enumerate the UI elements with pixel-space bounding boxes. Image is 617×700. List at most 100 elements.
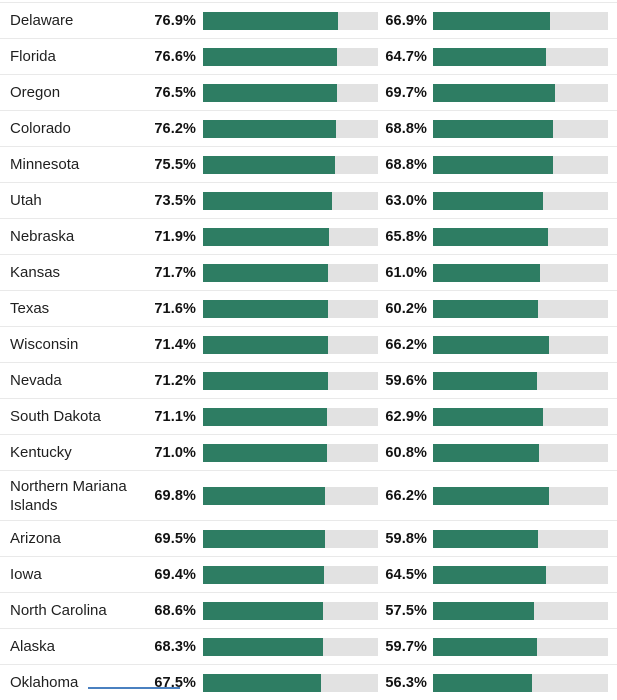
bar-left-fill bbox=[203, 673, 322, 692]
value-right: 68.8% bbox=[385, 120, 427, 137]
bar-left-track bbox=[203, 335, 378, 354]
bar-left-track bbox=[203, 601, 378, 620]
state-label: Texas bbox=[10, 300, 50, 317]
bar-left-fill bbox=[203, 407, 328, 426]
state-label: Northern Mariana Islands bbox=[10, 477, 127, 514]
bottom-partial-element bbox=[88, 687, 180, 689]
bar-left-fill bbox=[203, 47, 338, 66]
state-label: Nebraska bbox=[10, 228, 75, 245]
table-row: Kentucky 71.0% 60.8% bbox=[0, 434, 617, 470]
bar-left-fill bbox=[203, 155, 336, 174]
state-label: Utah bbox=[10, 192, 42, 209]
value-left: 76.6% bbox=[154, 48, 196, 65]
table-row: Nevada 71.2% 59.6% bbox=[0, 362, 617, 398]
bar-right-fill bbox=[433, 299, 539, 318]
value-left: 69.5% bbox=[154, 530, 196, 547]
state-label: Oklahoma bbox=[10, 674, 79, 691]
bar-right-track bbox=[433, 637, 608, 656]
value-right: 66.2% bbox=[385, 336, 427, 353]
bar-right-fill bbox=[433, 673, 532, 692]
value-left: 71.2% bbox=[154, 372, 196, 389]
value-left: 71.7% bbox=[154, 264, 196, 281]
bar-left-track bbox=[203, 155, 378, 174]
bar-left-fill bbox=[203, 11, 338, 30]
bar-right-track bbox=[433, 119, 608, 138]
bar-right-fill bbox=[433, 155, 554, 174]
bar-right-fill bbox=[433, 407, 544, 426]
table-row: Utah 73.5% 63.0% bbox=[0, 182, 617, 218]
bar-right-fill bbox=[433, 601, 534, 620]
state-label: Nevada bbox=[10, 372, 62, 389]
value-right: 61.0% bbox=[385, 264, 427, 281]
bar-left-track bbox=[203, 227, 378, 246]
value-left: 69.8% bbox=[154, 487, 196, 504]
value-right: 59.6% bbox=[385, 372, 427, 389]
table-row: Oregon 76.5% 69.7% bbox=[0, 74, 617, 110]
state-label: Oregon bbox=[10, 84, 61, 101]
value-right: 65.8% bbox=[385, 228, 427, 245]
table-row: Florida 76.6% 64.7% bbox=[0, 38, 617, 74]
bar-left-track bbox=[203, 486, 378, 505]
bar-right-track bbox=[433, 407, 608, 426]
state-label: Arizona bbox=[10, 530, 61, 547]
value-right: 68.8% bbox=[385, 156, 427, 173]
table-row: Nebraska 71.9% 65.8% bbox=[0, 218, 617, 254]
value-right: 64.7% bbox=[385, 48, 427, 65]
bar-right-track bbox=[433, 263, 608, 282]
bar-left-fill bbox=[203, 371, 328, 390]
bar-right-fill bbox=[433, 47, 547, 66]
bar-right-track bbox=[433, 299, 608, 318]
table-row: Northern Mariana Islands 69.8% 66.2% bbox=[0, 470, 617, 520]
bar-left-track bbox=[203, 565, 378, 584]
table-row: Colorado 76.2% 68.8% bbox=[0, 110, 617, 146]
state-label: Kansas bbox=[10, 264, 61, 281]
state-label: Colorado bbox=[10, 120, 71, 137]
bar-left-track bbox=[203, 637, 378, 656]
value-right: 59.7% bbox=[385, 638, 427, 655]
value-right: 60.8% bbox=[385, 444, 427, 461]
table-row: Arizona 69.5% 59.8% bbox=[0, 520, 617, 556]
bar-left-fill bbox=[203, 565, 325, 584]
value-left: 69.4% bbox=[154, 566, 196, 583]
bar-right-track bbox=[433, 529, 608, 548]
value-left: 71.9% bbox=[154, 228, 196, 245]
value-left: 76.9% bbox=[154, 12, 196, 29]
value-left: 67.5% bbox=[154, 674, 196, 691]
bar-right-track bbox=[433, 601, 608, 620]
value-left: 73.5% bbox=[154, 192, 196, 209]
value-right: 64.5% bbox=[385, 566, 427, 583]
state-label: Florida bbox=[10, 48, 56, 65]
bar-right-fill bbox=[433, 263, 540, 282]
bar-right-fill bbox=[433, 191, 544, 210]
value-right: 63.0% bbox=[385, 192, 427, 209]
bar-left-track bbox=[203, 119, 378, 138]
bar-right-track bbox=[433, 83, 608, 102]
value-left: 71.6% bbox=[154, 300, 196, 317]
bar-left-track bbox=[203, 47, 378, 66]
table-row: Kansas 71.7% 61.0% bbox=[0, 254, 617, 290]
bar-left-track bbox=[203, 371, 378, 390]
bar-right-fill bbox=[433, 371, 538, 390]
state-label: Iowa bbox=[10, 566, 42, 583]
state-label: Wisconsin bbox=[10, 336, 79, 353]
bar-left-track bbox=[203, 11, 378, 30]
bar-right-fill bbox=[433, 11, 551, 30]
value-right: 57.5% bbox=[385, 602, 427, 619]
bar-right-fill bbox=[433, 529, 538, 548]
bar-right-track bbox=[433, 335, 608, 354]
bar-left-fill bbox=[203, 119, 337, 138]
table-row: North Carolina 68.6% 57.5% bbox=[0, 592, 617, 628]
state-label: North Carolina bbox=[10, 602, 107, 619]
bar-left-fill bbox=[203, 83, 337, 102]
bar-left-track bbox=[203, 443, 378, 462]
table-row: Delaware 76.9% 66.9% bbox=[0, 2, 617, 38]
bar-right-fill bbox=[433, 486, 549, 505]
bar-left-track bbox=[203, 299, 378, 318]
bar-right-track bbox=[433, 155, 608, 174]
bar-left-fill bbox=[203, 529, 325, 548]
value-right: 69.7% bbox=[385, 84, 427, 101]
value-right: 56.3% bbox=[385, 674, 427, 691]
bar-left-fill bbox=[203, 601, 324, 620]
bar-left-track bbox=[203, 673, 378, 692]
